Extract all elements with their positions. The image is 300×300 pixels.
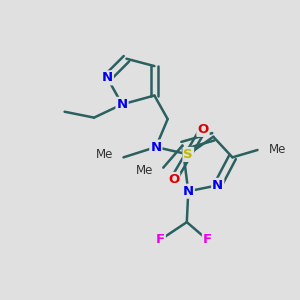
Text: N: N <box>102 71 113 84</box>
Text: O: O <box>197 123 208 136</box>
Text: Me: Me <box>269 143 286 157</box>
Text: Me: Me <box>136 164 153 177</box>
Text: S: S <box>184 148 193 161</box>
Text: N: N <box>212 179 223 192</box>
Text: F: F <box>203 233 212 246</box>
Text: N: N <box>150 141 161 154</box>
Text: Me: Me <box>96 148 113 161</box>
Text: N: N <box>116 98 128 111</box>
Text: F: F <box>156 233 165 246</box>
Text: O: O <box>168 173 179 186</box>
Text: N: N <box>183 185 194 198</box>
